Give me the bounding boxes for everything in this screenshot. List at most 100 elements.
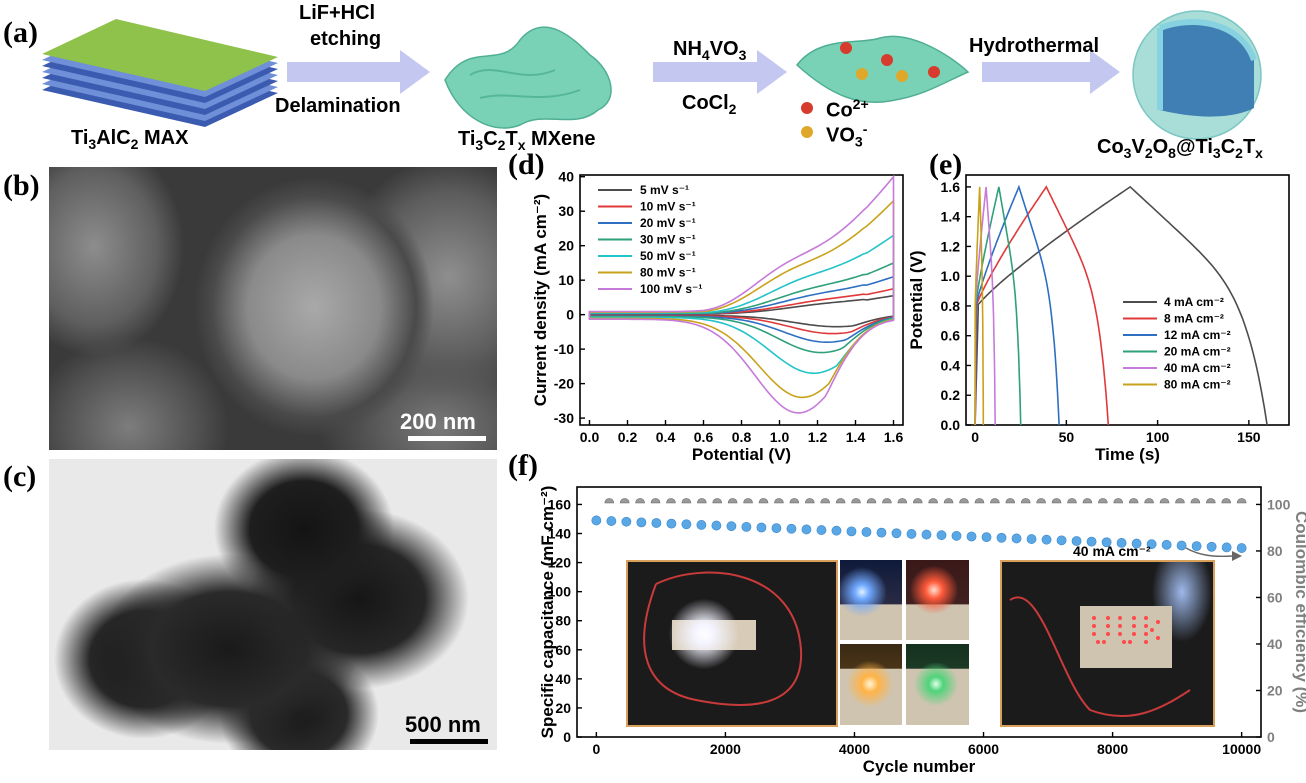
capacitance-point xyxy=(591,515,602,526)
capacitance-point xyxy=(996,532,1007,543)
capacitance-point xyxy=(1101,537,1112,548)
capacitance-point xyxy=(921,529,932,540)
cv-ytick-label: 20 xyxy=(558,238,574,254)
capacitance-point xyxy=(771,523,782,534)
cyc-xtick-label: 10000 xyxy=(1222,741,1261,757)
cv-legend-label: 100 mV s⁻¹ xyxy=(640,282,702,296)
schematic-graphics xyxy=(42,10,1262,140)
cyc-ytick-label: 160 xyxy=(548,496,572,512)
gcd-ytick-label: 1.4 xyxy=(941,209,961,225)
capacitance-point xyxy=(816,525,827,535)
capacitance-point xyxy=(1206,541,1217,552)
efficiency-point xyxy=(681,498,692,504)
cyc-xtick-label: 0 xyxy=(592,741,600,757)
capacitance-point xyxy=(1236,543,1247,553)
cyc-xtick-label: 2000 xyxy=(710,741,741,757)
cyc-y2tick-label: 100 xyxy=(1267,496,1291,512)
efficiency-point xyxy=(835,498,846,504)
capacitance-point xyxy=(1026,534,1037,544)
gcd-ytick-label: 1.6 xyxy=(941,179,961,195)
efficiency-point xyxy=(912,498,923,504)
cyc-y2tick-label: 60 xyxy=(1267,589,1283,605)
inset-photo-yellow-led xyxy=(840,644,902,725)
efficiency-point xyxy=(804,498,815,504)
capacitance-point xyxy=(636,517,647,528)
gcd-series-line xyxy=(974,184,1060,426)
sem-scale-label: 200 nm xyxy=(400,409,476,434)
efficiency-point xyxy=(1236,498,1247,504)
gcd-ytick-label: 1.0 xyxy=(941,268,961,284)
efficiency-point xyxy=(604,498,615,504)
capacitance-point xyxy=(666,518,677,529)
panel-c-letter: (c) xyxy=(3,460,37,493)
efficiency-point xyxy=(820,498,830,504)
vo3-ion-label: VO3- xyxy=(826,121,868,150)
cyc-ytick-label: 140 xyxy=(548,526,572,542)
cv-xtick-label: 1.2 xyxy=(808,429,828,445)
cv-xtick-label: 0.8 xyxy=(732,429,752,445)
capacitance-point xyxy=(861,527,872,537)
efficiency-point xyxy=(712,498,723,504)
gcd-series-line xyxy=(974,185,1268,426)
capacitance-point xyxy=(1041,534,1052,545)
capacitance-point xyxy=(651,518,662,528)
cyc-y2tick-label: 40 xyxy=(1267,636,1283,652)
gcd-series-line xyxy=(974,186,1022,426)
efficiency-point xyxy=(1098,498,1108,504)
gcd-legend-label: 40 mA cm⁻² xyxy=(1164,361,1231,375)
capacitance-point xyxy=(1056,535,1067,546)
cv-legend-label: 50 mV s⁻¹ xyxy=(640,249,696,263)
core-shell-sphere xyxy=(1132,10,1262,140)
capacitance-point xyxy=(711,520,722,531)
cyc-xtick-label: 8000 xyxy=(1097,741,1128,757)
gcd-series-line xyxy=(974,185,1110,426)
gcd-xtick-label: 150 xyxy=(1237,429,1261,445)
cyc-ytick-label: 40 xyxy=(555,671,571,687)
efficiency-point xyxy=(1051,498,1062,504)
cv-legend-label: 30 mV s⁻¹ xyxy=(640,233,696,247)
cv-xtick-label: 0.2 xyxy=(618,429,638,445)
gcd-series-line xyxy=(974,186,985,426)
capacitance-point xyxy=(621,516,632,527)
cv-ytick-label: 40 xyxy=(558,169,574,185)
etching-label-line1: LiF+HCl xyxy=(299,2,376,24)
cv-legend-label: 5 mV s⁻¹ xyxy=(640,183,689,197)
arrow-3 xyxy=(982,50,1120,94)
capacitance-point xyxy=(906,529,917,539)
efficiency-point xyxy=(1067,498,1077,504)
mxene-sheet xyxy=(444,26,612,129)
gcd-series-line xyxy=(974,186,996,426)
cyc-xtick-label: 6000 xyxy=(968,741,999,757)
capacitance-point xyxy=(1071,536,1082,546)
inset-led-pattern xyxy=(1009,596,1191,718)
efficiency-point xyxy=(697,498,707,504)
cv-ytick-label: -10 xyxy=(554,341,574,357)
panel-e-letter: (e) xyxy=(929,148,963,181)
gcd-ytick-label: 0.2 xyxy=(941,387,961,403)
gcd-legend-label: 12 mA cm⁻² xyxy=(1164,328,1231,342)
cv-ytick-label: -30 xyxy=(554,410,574,426)
capacitance-point xyxy=(606,516,617,526)
cv-legend-label: 20 mV s⁻¹ xyxy=(640,216,696,230)
capacitance-point xyxy=(981,532,992,543)
gcd-xtick-label: 0 xyxy=(971,429,979,445)
gcd-ytick-label: 0.0 xyxy=(941,417,961,433)
efficiency-point xyxy=(758,498,769,504)
inset-photo-blue-led xyxy=(840,560,902,640)
capacitance-point xyxy=(936,530,947,541)
tem-scale-label: 500 nm xyxy=(405,712,481,737)
cv-xtick-label: 1.4 xyxy=(846,429,866,445)
capacitance-point xyxy=(876,527,887,538)
cyc-ytick-label: 20 xyxy=(555,700,571,716)
capacitance-point xyxy=(1221,542,1232,553)
efficiency-point xyxy=(1113,498,1124,504)
efficiency-point xyxy=(774,498,784,504)
cv-xtick-label: 0.4 xyxy=(656,429,676,445)
efficiency-point xyxy=(1221,498,1232,504)
capacitance-point xyxy=(1011,533,1022,544)
cyc-y2tick-label: 20 xyxy=(1267,682,1283,698)
cyc-ytick-label: 0 xyxy=(563,729,571,745)
mxene-sheet-with-ions xyxy=(795,35,970,104)
sem-image xyxy=(49,167,497,450)
cyc-ytick-label: 120 xyxy=(548,555,572,571)
